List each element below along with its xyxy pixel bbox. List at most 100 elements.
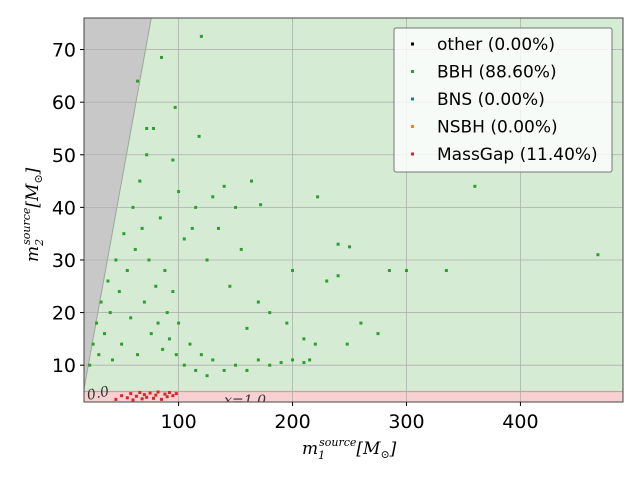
data-point <box>165 395 169 399</box>
data-point <box>199 353 203 357</box>
data-point <box>197 134 201 138</box>
y-axis-label: m2source[M⊙] <box>20 167 46 262</box>
data-point <box>182 237 186 241</box>
y-tick-label: 70 <box>52 40 76 62</box>
plot-frame <box>83 17 624 403</box>
series-4 <box>114 390 178 402</box>
data-point <box>117 290 121 294</box>
data-point <box>133 247 137 251</box>
x-tick-label: 200 <box>274 411 310 433</box>
legend-entry: BBH (88.60%) <box>437 63 557 83</box>
data-point <box>142 393 146 397</box>
data-point <box>140 397 144 401</box>
data-point <box>205 258 209 262</box>
data-point <box>268 311 272 315</box>
legend-entry: MassGap (11.40%) <box>437 145 598 165</box>
data-point <box>149 332 153 336</box>
data-point <box>154 284 158 288</box>
data-point <box>313 342 317 346</box>
data-point <box>348 245 352 249</box>
legend-box <box>393 27 613 173</box>
data-point <box>167 391 171 395</box>
data-point <box>222 184 226 188</box>
data-point <box>114 258 118 262</box>
data-point <box>171 158 175 162</box>
data-point <box>256 358 260 362</box>
data-point <box>156 390 160 394</box>
data-point <box>165 311 169 315</box>
y-tick-label: 50 <box>52 145 76 167</box>
data-point <box>174 392 178 396</box>
data-point <box>171 290 175 294</box>
data-point <box>88 363 92 367</box>
legend-entry: other (0.00%) <box>437 35 555 55</box>
data-point <box>211 358 215 362</box>
data-point <box>268 363 272 367</box>
data-point <box>205 374 209 378</box>
data-point <box>359 321 363 325</box>
data-point <box>256 300 260 304</box>
data-point <box>325 279 329 283</box>
data-point <box>161 347 165 351</box>
data-point <box>156 321 160 325</box>
legend: other (0.00%) BBH (88.60%) BNS (0.00%) NSBH… <box>393 27 613 173</box>
data-point <box>125 268 129 272</box>
data-point <box>163 392 167 396</box>
data-point <box>302 337 306 341</box>
data-point <box>159 55 163 59</box>
data-point <box>302 361 306 365</box>
data-point <box>136 79 140 83</box>
data-point <box>336 274 340 278</box>
data-point <box>145 126 149 130</box>
data-point <box>194 205 198 209</box>
data-point <box>145 153 149 157</box>
data-point <box>131 205 135 209</box>
axis-labels: m1source[M⊙] m2source[M⊙] <box>20 167 397 462</box>
data-point <box>163 268 167 272</box>
data-point <box>194 368 198 372</box>
data-point <box>404 268 408 272</box>
data-point <box>167 337 171 341</box>
legend-marker <box>411 97 414 101</box>
data-point <box>308 358 312 362</box>
data-point <box>136 353 140 357</box>
data-point <box>239 247 243 251</box>
x-tick-label: 300 <box>388 411 424 433</box>
y-tick-label: 30 <box>52 250 76 272</box>
data-point <box>473 184 477 188</box>
data-point <box>122 232 126 236</box>
data-point <box>114 397 118 401</box>
data-point <box>125 396 129 400</box>
legend-entry: NSBH (0.00%) <box>437 118 558 138</box>
data-point <box>279 361 283 365</box>
data-point <box>103 332 107 336</box>
data-point <box>376 332 380 336</box>
y-tick-label: 20 <box>52 303 76 325</box>
x-tick-label: 400 <box>502 411 538 433</box>
data-point <box>95 321 99 325</box>
data-point <box>145 395 149 399</box>
data-point <box>140 226 144 230</box>
data-point <box>234 363 238 367</box>
data-point <box>291 358 295 362</box>
excluded-boundary <box>84 18 152 389</box>
data-point <box>131 398 135 402</box>
data-point <box>345 342 349 346</box>
x-tick-label: 100 <box>160 411 196 433</box>
data-point <box>182 363 186 367</box>
data-point <box>154 393 158 397</box>
data-point <box>444 268 448 272</box>
legend-marker <box>411 70 414 73</box>
data-point <box>158 216 162 220</box>
data-point <box>99 300 103 304</box>
y-tick-label: 10 <box>52 355 76 377</box>
data-point <box>222 368 226 372</box>
data-point <box>336 242 340 246</box>
data-point <box>148 391 152 395</box>
y-tick-label: 40 <box>52 197 76 219</box>
legend-marker <box>411 152 414 156</box>
data-point <box>177 190 181 194</box>
region-annotations: 0.0 x=1.0 <box>86 384 267 402</box>
data-point <box>228 284 232 288</box>
